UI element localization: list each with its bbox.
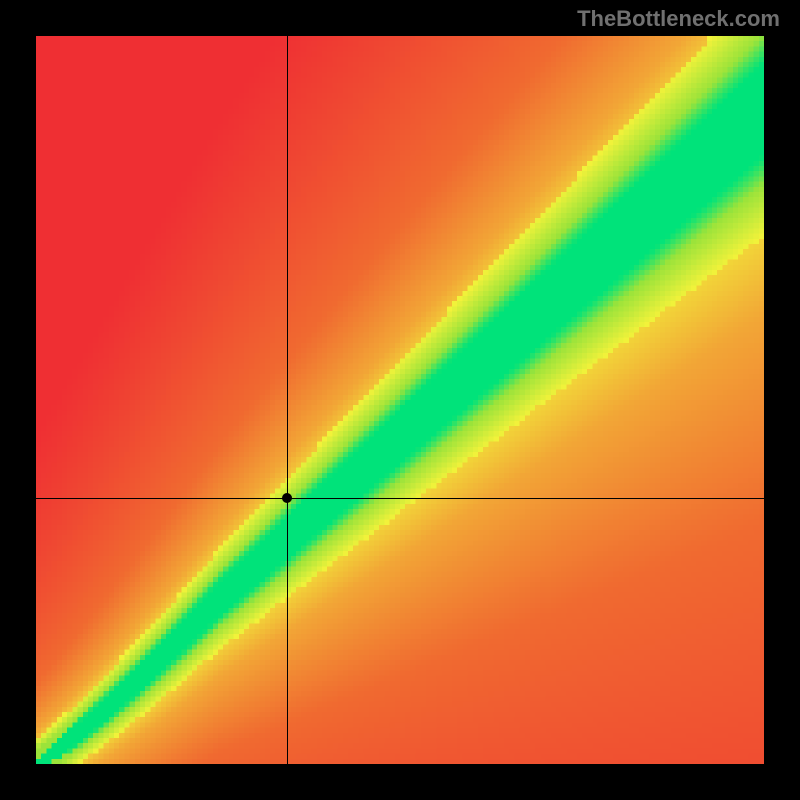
- watermark-text: TheBottleneck.com: [577, 6, 780, 32]
- plot-area: [36, 36, 764, 764]
- chart-container: TheBottleneck.com: [0, 0, 800, 800]
- crosshair-vertical: [287, 36, 288, 764]
- crosshair-horizontal: [36, 498, 764, 499]
- crosshair-marker: [282, 493, 292, 503]
- heatmap-canvas: [36, 36, 764, 764]
